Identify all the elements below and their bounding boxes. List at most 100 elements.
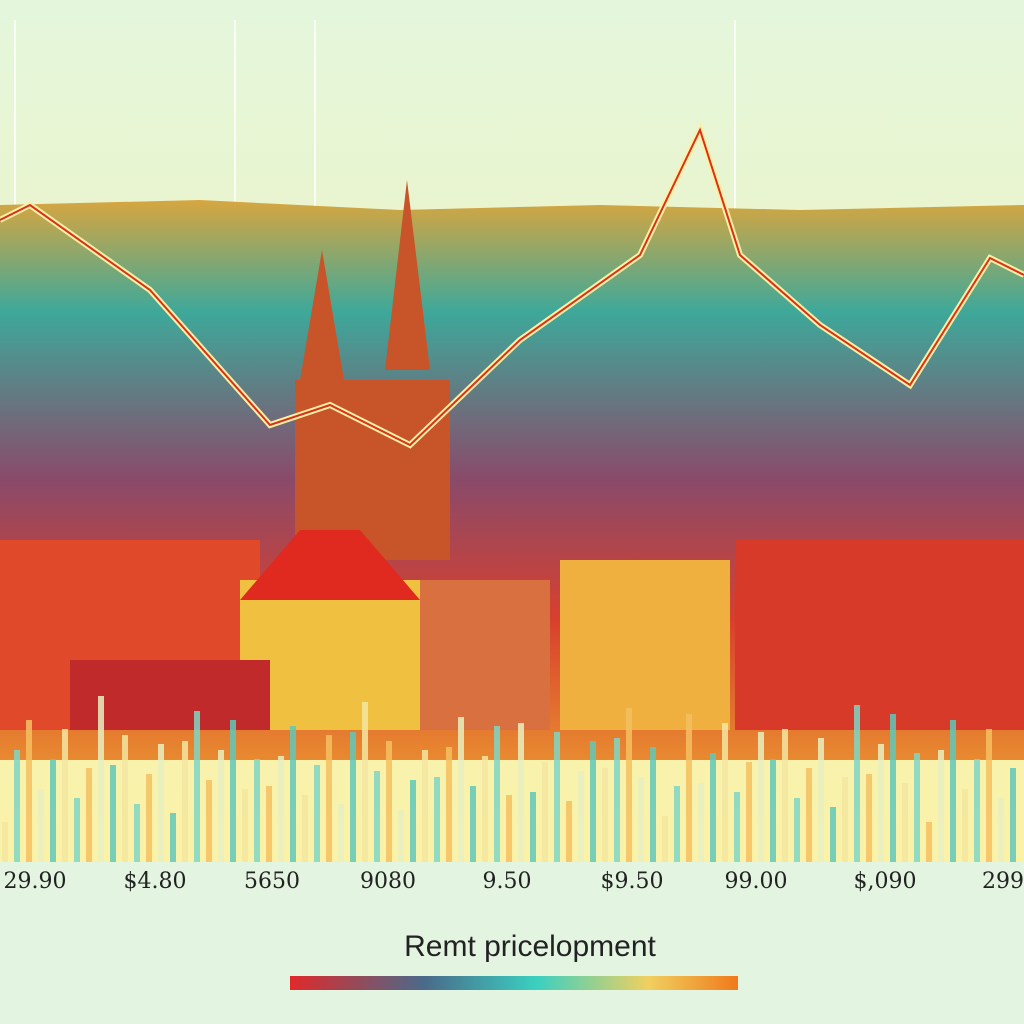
decorative-bar (314, 765, 320, 862)
bars (2, 696, 1016, 862)
decorative-bar (530, 792, 536, 862)
decorative-bar (662, 816, 668, 862)
decorative-bar (98, 696, 104, 862)
decorative-bar (374, 771, 380, 862)
decorative-bar (590, 741, 596, 862)
decorative-bar (806, 768, 812, 862)
decorative-bar (302, 795, 308, 862)
decorative-bar (518, 723, 524, 862)
decorative-bar (938, 750, 944, 862)
decorative-bar (482, 756, 488, 862)
decorative-bar (782, 729, 788, 862)
decorative-bar (638, 777, 644, 862)
decorative-bar (50, 759, 56, 862)
decorative-bar (338, 804, 344, 862)
decorative-bar (842, 777, 848, 862)
decorative-bar (422, 750, 428, 862)
decorative-bar (554, 732, 560, 862)
decorative-bar (146, 774, 152, 862)
decorative-bar (890, 714, 896, 862)
decorative-bar (2, 822, 8, 862)
decorative-bar (290, 726, 296, 862)
decorative-bar (902, 783, 908, 862)
decorative-bar (458, 717, 464, 862)
decorative-bar (914, 753, 920, 862)
decorative-bar (794, 798, 800, 862)
decorative-bar (758, 732, 764, 862)
decorative-bar (770, 759, 776, 862)
decorative-bar (722, 723, 728, 862)
decorative-bar (626, 708, 632, 862)
decorative-bar (602, 768, 608, 862)
decorative-bar (614, 738, 620, 862)
axis-label: 2991 (982, 869, 1024, 894)
axis-label: 9.50 (483, 869, 532, 894)
caption: Remt pricelopment (404, 930, 656, 963)
decorative-bar (506, 795, 512, 862)
decorative-bar (818, 738, 824, 862)
decorative-bar (494, 726, 500, 862)
decorative-bar (326, 735, 332, 862)
axis-label: 29.90 (4, 869, 67, 894)
decorative-bar (254, 759, 260, 862)
decorative-bar (122, 735, 128, 862)
decorative-bar (350, 732, 356, 862)
axis-label: $,090 (854, 869, 917, 894)
decorative-bar (578, 771, 584, 862)
axis-label: $9.50 (601, 869, 664, 894)
decorative-bar (986, 729, 992, 862)
decorative-bar (734, 792, 740, 862)
decorative-bar (182, 741, 188, 862)
buildings (0, 530, 1024, 730)
decorative-bar (362, 702, 368, 862)
decorative-bar (266, 786, 272, 862)
axis-label: 5650 (244, 869, 300, 894)
decorative-bar (170, 813, 176, 862)
decorative-bar (74, 798, 80, 862)
decorative-bar (710, 753, 716, 862)
decorative-bar (854, 705, 860, 862)
decorative-bar (830, 807, 836, 862)
axis-label: 99.00 (725, 869, 788, 894)
decorative-bar (134, 804, 140, 862)
decorative-bar (542, 762, 548, 862)
decorative-bar (974, 759, 980, 862)
decorative-bar (866, 774, 872, 862)
decorative-bar (14, 750, 20, 862)
decorative-bar (446, 747, 452, 862)
decorative-bar (38, 789, 44, 862)
decorative-bar (566, 801, 572, 862)
decorative-bar (158, 744, 164, 862)
decorative-bar (218, 750, 224, 862)
decorative-bar (410, 780, 416, 862)
decorative-bar (746, 762, 752, 862)
decorative-bar (26, 720, 32, 862)
axis-label: 9080 (360, 869, 416, 894)
decorative-bar (962, 789, 968, 862)
footer (0, 862, 1024, 1024)
decorative-bar (230, 720, 236, 862)
color-legend (290, 976, 738, 990)
decorative-bar (398, 810, 404, 862)
decorative-bar (194, 711, 200, 862)
decorative-bar (650, 747, 656, 862)
decorative-bar (206, 780, 212, 862)
decorative-bar (434, 777, 440, 862)
decorative-bar (878, 744, 884, 862)
decorative-bar (674, 786, 680, 862)
decorative-bar (950, 720, 956, 862)
axis-label: $4.80 (124, 869, 187, 894)
decorative-bar (62, 729, 68, 862)
decorative-bar (1010, 768, 1016, 862)
decorative-bar (698, 783, 704, 862)
decorative-bar (470, 786, 476, 862)
decorative-bar (998, 798, 1004, 862)
decorative-bar (242, 789, 248, 862)
decorative-bar (278, 756, 284, 862)
trend-line-outline (0, 127, 1024, 447)
decorative-bar (86, 768, 92, 862)
decorative-bar (386, 741, 392, 862)
decorative-bar (926, 822, 932, 862)
